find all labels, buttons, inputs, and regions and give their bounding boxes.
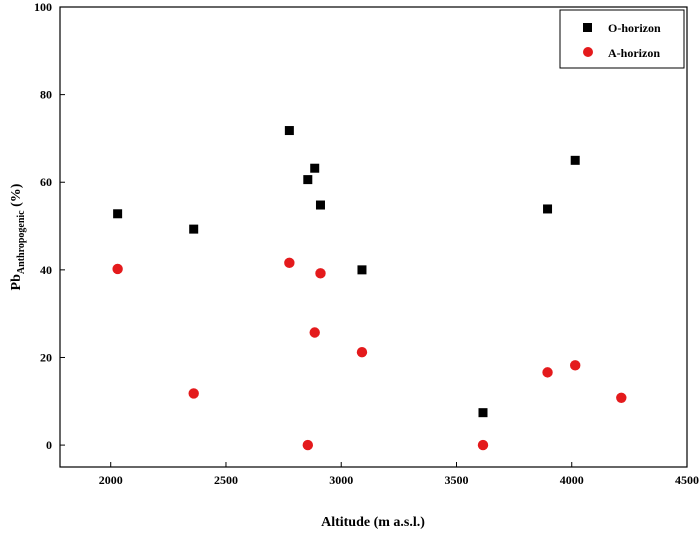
point-o-horizon-7 <box>478 408 488 418</box>
y-axis-title-suffix: (%) <box>9 183 24 210</box>
point-a-horizon-3 <box>302 439 314 451</box>
point-o-horizon-8 <box>543 204 553 214</box>
point-o-horizon-3 <box>303 175 313 185</box>
x-tick-label-2500: 2500 <box>214 473 238 487</box>
point-a-horizon-4 <box>309 327 320 338</box>
point-o-horizon-1 <box>189 224 199 234</box>
legend-box <box>559 9 685 69</box>
x-tick-label-2000: 2000 <box>99 473 123 487</box>
x-tick-label-3500: 3500 <box>444 473 468 487</box>
legend-marker-a-horizon <box>583 47 593 57</box>
y-tick-label-80: 80 <box>40 88 52 102</box>
plot-area-frame <box>59 6 688 468</box>
point-a-horizon-5 <box>315 268 326 279</box>
point-o-horizon-5 <box>315 200 325 210</box>
point-a-horizon-0 <box>112 263 123 275</box>
point-o-horizon-9 <box>570 155 580 165</box>
x-tick-label-4500: 4500 <box>675 473 699 487</box>
axis-ticks <box>60 6 688 467</box>
point-a-horizon-10 <box>616 392 627 403</box>
point-o-horizon-0 <box>113 209 123 219</box>
legend-label-o-horizon: O-horizon <box>608 21 661 35</box>
y-tick-label-60: 60 <box>40 175 52 189</box>
point-a-horizon-8 <box>542 367 553 378</box>
point-a-horizon-6 <box>356 347 368 358</box>
point-a-horizon-9 <box>570 360 581 371</box>
y-axis-title: PbAnthropogenic (%) <box>9 183 27 290</box>
x-axis-title: Altitude (m a.s.l.) <box>321 515 425 530</box>
point-o-horizon-4 <box>310 163 320 173</box>
data-points <box>112 126 627 451</box>
y-axis-title-subscript: Anthropogenic <box>16 210 27 274</box>
legend: O-horizon A-horizon <box>559 9 685 69</box>
legend-marker-o-horizon <box>583 23 592 32</box>
legend-label-a-horizon: A-horizon <box>608 46 660 60</box>
y-tick-label-100: 100 <box>34 0 52 14</box>
y-tick-label-20: 20 <box>40 350 52 364</box>
axis-tick-labels: 2000 2500 3000 3500 4000 4500 0 20 40 60 80 100 <box>34 0 699 487</box>
x-tick-label-4000: 4000 <box>560 473 584 487</box>
y-tick-label-0: 0 <box>46 438 52 452</box>
point-a-horizon-2 <box>284 257 295 269</box>
y-axis-title-main: Pb <box>9 274 24 291</box>
point-o-horizon-2 <box>284 126 294 136</box>
point-o-horizon-6 <box>357 265 367 275</box>
y-tick-label-40: 40 <box>40 263 52 277</box>
point-a-horizon-1 <box>188 388 199 399</box>
x-tick-label-3000: 3000 <box>329 473 353 487</box>
point-a-horizon-7 <box>477 439 489 451</box>
